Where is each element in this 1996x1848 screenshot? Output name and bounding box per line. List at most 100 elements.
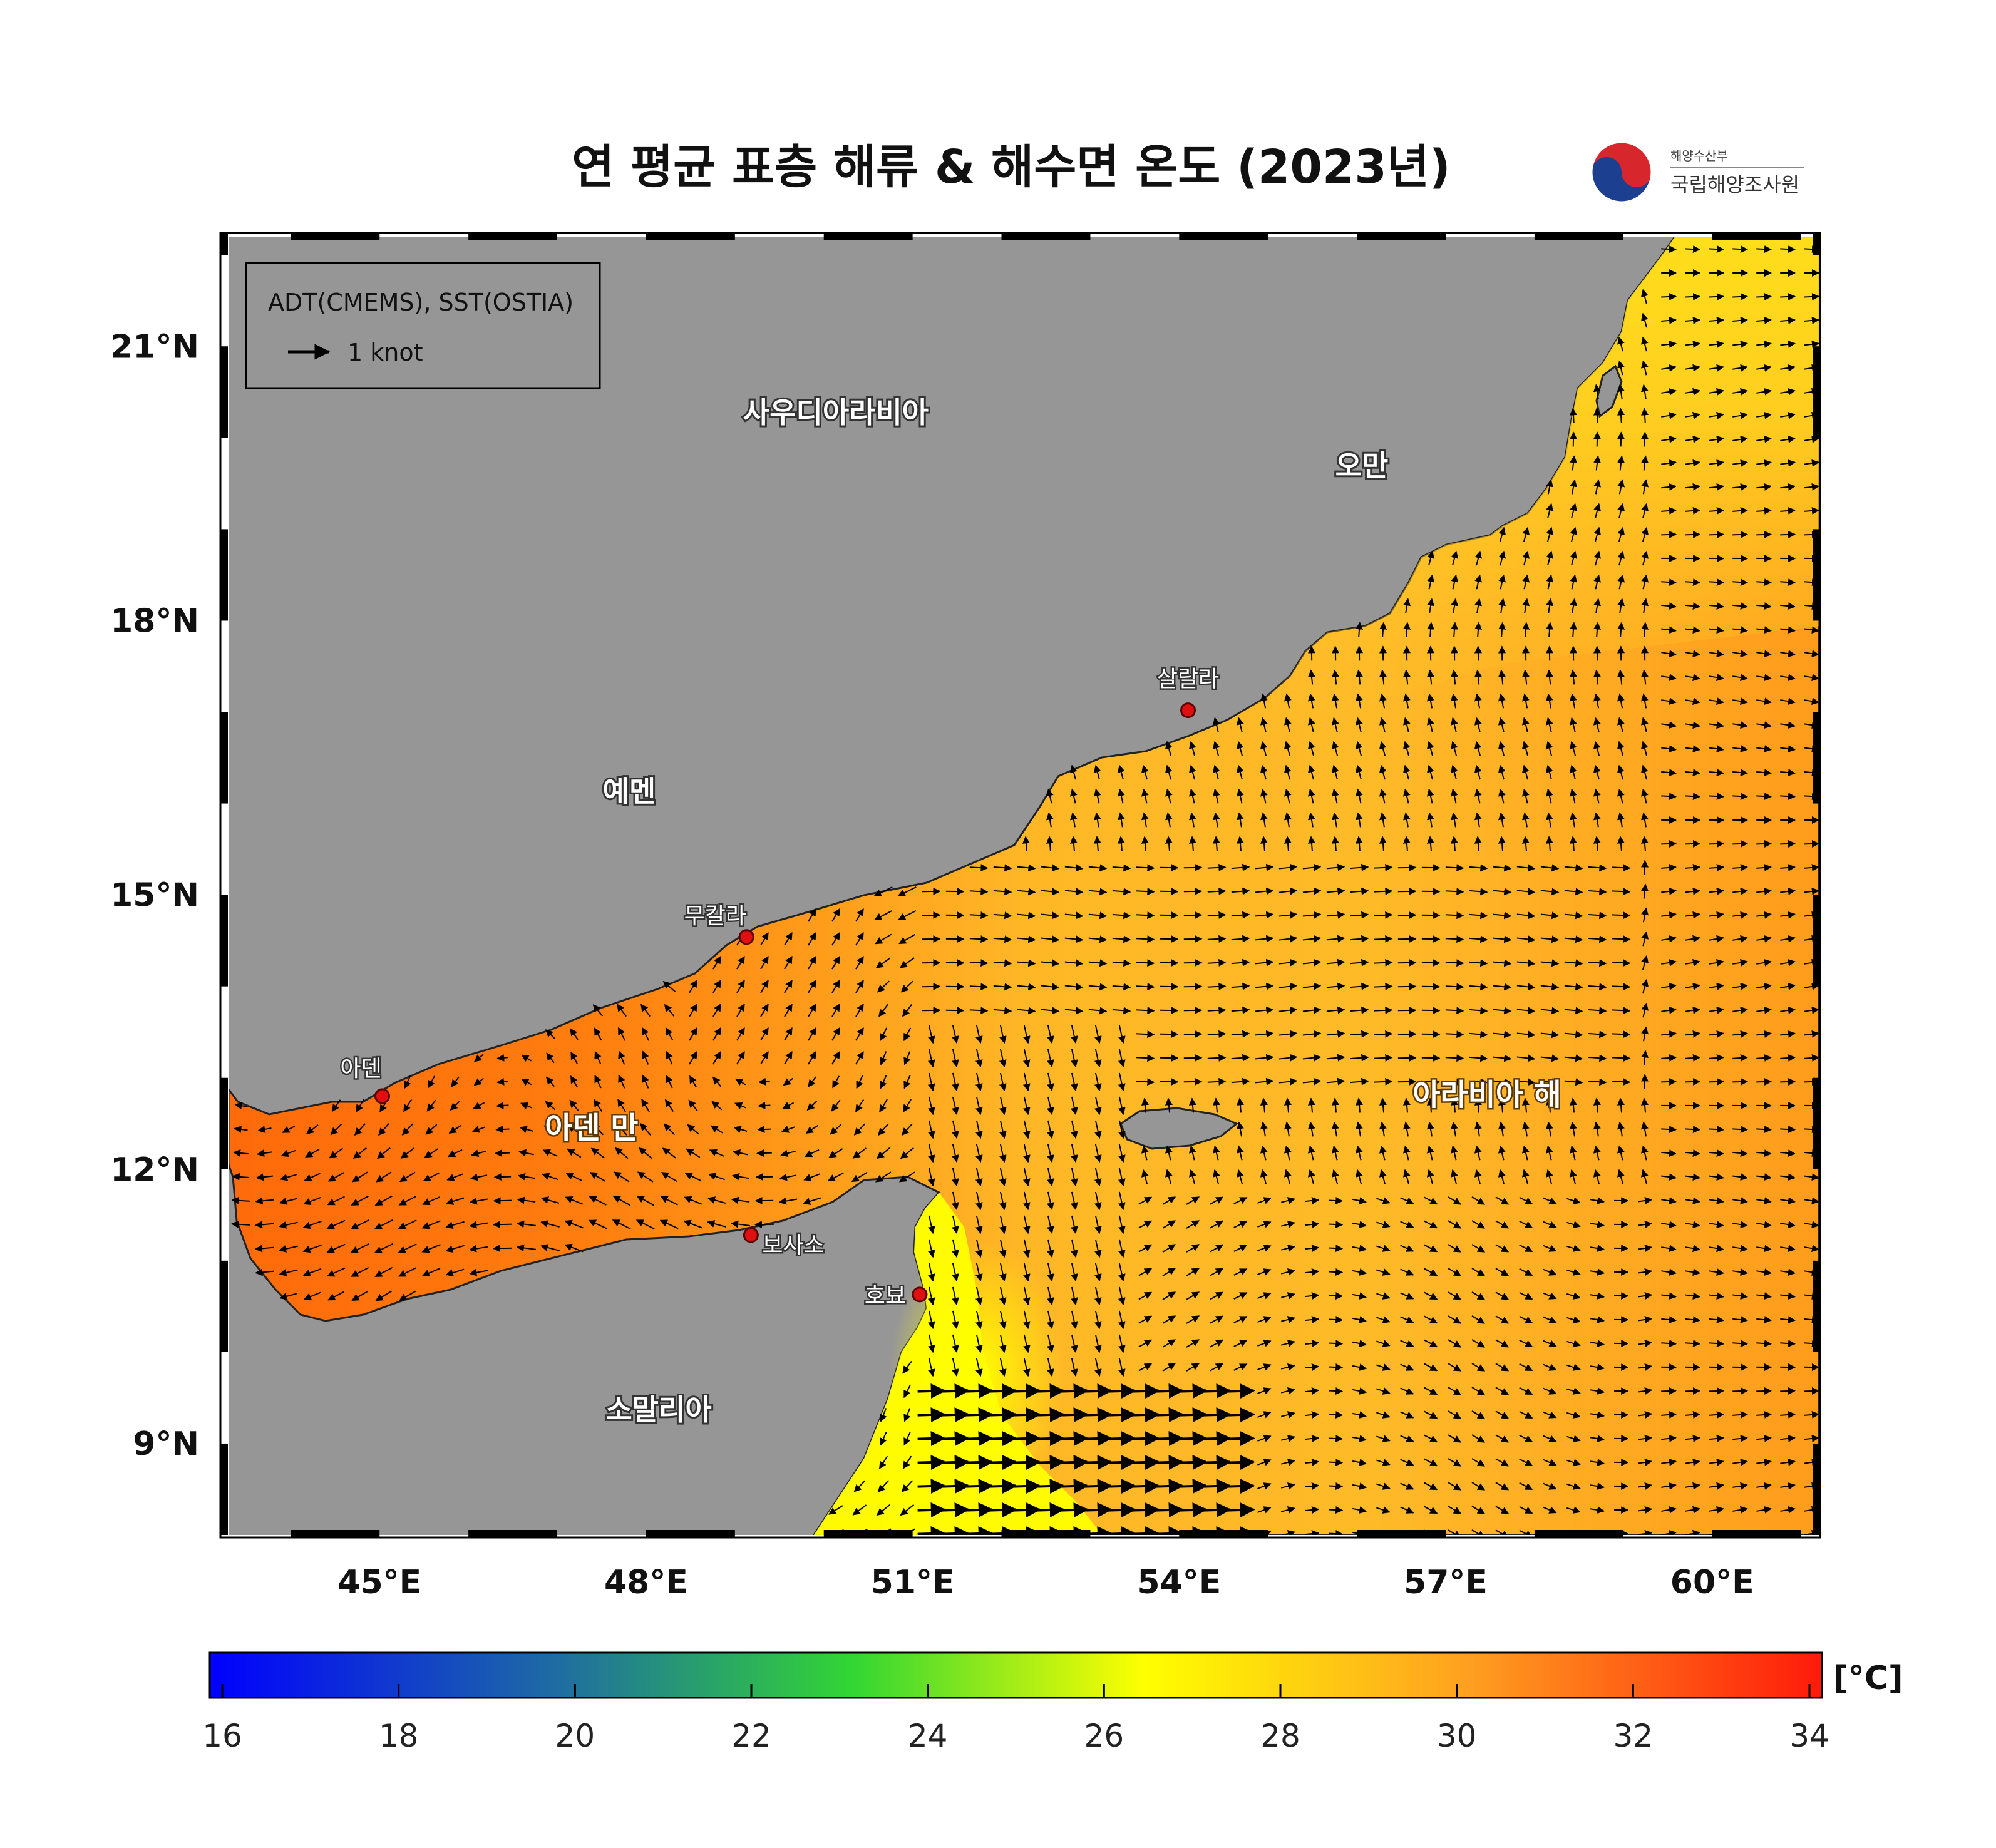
label-somalia: 소말리아 (605, 1393, 711, 1427)
current-arrow (1685, 340, 1700, 348)
current-arrow (1545, 693, 1553, 709)
current-arrow (1545, 669, 1553, 685)
current-arrow (1426, 836, 1434, 851)
current-arrow (1732, 745, 1748, 753)
frame-bar-right (1813, 895, 1820, 987)
city-dot (912, 1286, 928, 1303)
current-arrow (1709, 887, 1724, 895)
lat-tick-label: 18°N (110, 602, 199, 640)
current-arrow (1284, 836, 1292, 851)
current-arrow (875, 933, 892, 945)
current-arrow (1207, 982, 1227, 990)
colorbar-tick-label: 26 (1084, 1718, 1124, 1754)
current-arrow (993, 911, 1012, 920)
current-arrow (1255, 1006, 1274, 1014)
current-arrow (1012, 1502, 1041, 1518)
lat-tick-label: 12°N (110, 1151, 199, 1189)
current-arrow (1780, 769, 1796, 777)
current-arrow (969, 864, 989, 872)
current-arrow (1780, 982, 1796, 990)
current-arrow (1046, 788, 1054, 804)
current-arrow (1022, 1049, 1031, 1068)
current-arrow (1617, 836, 1625, 851)
current-arrow (1661, 911, 1677, 919)
current-arrow (1227, 1502, 1255, 1518)
current-arrow (1570, 550, 1577, 566)
current-arrow (1328, 1435, 1344, 1443)
frame-bar-right (1813, 1077, 1820, 1169)
current-arrow (1302, 911, 1322, 919)
current-arrow (1445, 935, 1464, 943)
current-arrow (1450, 693, 1458, 709)
current-arrow (1516, 1030, 1536, 1039)
vector-legend: ADT(CMEMS), SST(OSTIA) 1 knot (245, 262, 601, 389)
current-arrow (1780, 364, 1796, 372)
current-arrow (1804, 863, 1819, 871)
current-arrow (1060, 1407, 1089, 1423)
current-arrow (1165, 764, 1173, 780)
current-arrow (1756, 388, 1772, 396)
current-arrow (492, 1221, 512, 1229)
current-arrow (1685, 863, 1700, 871)
colorbar-tick-label: 24 (908, 1718, 948, 1754)
current-arrow (1307, 669, 1315, 685)
current-arrow (1302, 863, 1322, 871)
current-arrow (1498, 526, 1506, 542)
current-arrow (1617, 788, 1625, 804)
current-arrow (1661, 506, 1677, 515)
current-arrow (760, 1027, 769, 1041)
current-arrow (758, 1077, 770, 1086)
current-arrow (1469, 959, 1488, 967)
current-arrow (1183, 1006, 1203, 1014)
current-arrow (1302, 1030, 1322, 1038)
current-arrow (1756, 1387, 1772, 1395)
current-arrow (831, 1027, 840, 1041)
current-arrow (1183, 887, 1203, 895)
current-arrow (1088, 1007, 1108, 1015)
current-arrow (756, 1149, 772, 1158)
current-arrow (594, 1050, 602, 1065)
current-arrow (1732, 697, 1748, 706)
label-arabian-sea: 아라비아 해 (1412, 1077, 1561, 1112)
legend-source: ADT(CMEMS), SST(OSTIA) (268, 289, 574, 316)
current-arrow (1017, 1007, 1036, 1015)
current-arrow (1064, 959, 1084, 967)
current-arrow (1522, 741, 1530, 756)
current-arrow (831, 979, 840, 993)
current-arrow (1546, 622, 1554, 637)
current-arrow (1685, 1030, 1700, 1038)
current-arrow (1617, 550, 1625, 566)
current-arrow (1350, 887, 1369, 895)
current-arrow (1017, 888, 1036, 896)
current-arrow (1136, 864, 1155, 872)
current-arrow (1588, 959, 1607, 967)
current-arrow (642, 1050, 649, 1065)
current-arrow (641, 1027, 650, 1041)
current-arrow (1804, 697, 1819, 706)
current-arrow (1540, 864, 1560, 872)
current-arrow (1732, 650, 1748, 658)
current-arrow (855, 1003, 864, 1017)
current-arrow (1593, 455, 1602, 471)
colorbar-tick-label: 22 (731, 1718, 771, 1754)
current-arrow (1569, 717, 1577, 732)
current-arrow (1617, 574, 1625, 590)
current-arrow (1445, 983, 1464, 991)
current-arrow (1640, 693, 1649, 709)
current-arrow (1355, 717, 1363, 732)
frame-bar-top (1712, 233, 1801, 240)
current-arrow (1112, 935, 1131, 943)
current-arrow (999, 1025, 1007, 1044)
frame-bar-bottom (823, 1530, 913, 1537)
current-arrow (1136, 959, 1155, 967)
frame-bar-top (823, 233, 913, 240)
frame-bar-right (1813, 346, 1820, 438)
current-arrow (1593, 526, 1601, 542)
current-arrow (831, 932, 840, 946)
current-arrow (1804, 1006, 1819, 1014)
current-arrow (1493, 888, 1512, 896)
current-arrow (1493, 935, 1512, 943)
current-arrow (1569, 836, 1577, 851)
current-arrow (1780, 958, 1796, 967)
current-arrow (1661, 1006, 1677, 1014)
